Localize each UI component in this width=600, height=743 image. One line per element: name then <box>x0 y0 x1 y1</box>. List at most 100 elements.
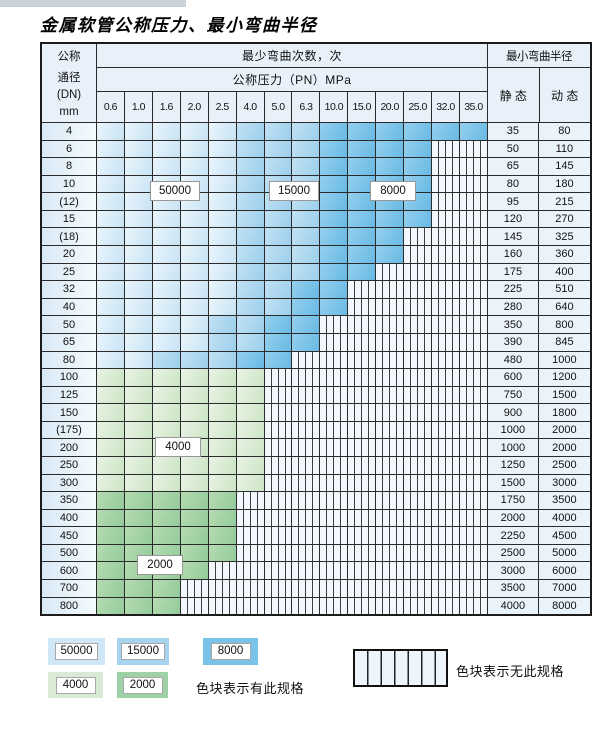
spec-table: 公称 通径 (DN) mm 最少弯曲次数，次 公称压力（PN）MPa 0.6 1.… <box>40 42 592 616</box>
no-spec-cell <box>236 544 265 562</box>
dynamic-radius-cell: 7000 <box>538 580 590 597</box>
no-spec-cell <box>404 439 433 456</box>
no-spec-cell <box>459 298 488 316</box>
no-spec-cell <box>320 492 349 509</box>
spec-cell <box>208 140 237 158</box>
no-spec-cell <box>404 386 433 404</box>
no-spec-cell <box>376 281 405 298</box>
no-spec-cell <box>320 369 349 386</box>
spec-cell <box>97 193 125 210</box>
no-spec-cell <box>432 263 460 281</box>
spec-cell <box>292 140 321 158</box>
spec-cell <box>152 228 181 246</box>
legend-chip-2000: 2000 <box>117 672 168 698</box>
no-spec-cell <box>348 298 377 316</box>
spec-cell <box>292 228 321 246</box>
no-spec-cell <box>432 210 460 228</box>
dn-header-line: 公称 <box>57 51 81 64</box>
dynamic-radius-cell: 325 <box>538 228 590 246</box>
no-spec-cell <box>348 333 377 351</box>
no-spec-cell <box>348 386 377 404</box>
static-radius-cell: 2250 <box>487 527 539 544</box>
no-spec-cell <box>404 421 433 439</box>
legend-chip-4000: 4000 <box>48 672 103 698</box>
static-radius-cell: 4000 <box>487 597 539 615</box>
pressure-col-6.3: 6.3 <box>292 92 321 122</box>
no-spec-cell <box>264 474 293 492</box>
no-spec-cell <box>292 456 321 474</box>
spec-cell <box>180 298 209 316</box>
spec-cell <box>404 123 433 140</box>
spec-cell <box>320 140 349 158</box>
no-spec-cell <box>376 509 405 527</box>
no-spec-cell <box>404 597 433 615</box>
no-spec-cell <box>348 544 377 562</box>
spec-cell <box>376 228 405 246</box>
spec-cell <box>124 246 153 263</box>
dynamic-radius-cell: 400 <box>538 263 590 281</box>
spec-cell <box>152 492 181 509</box>
no-spec-cell <box>404 316 433 333</box>
spec-cell <box>292 263 321 281</box>
spec-cell <box>348 228 377 246</box>
bend-cycles-section: 最少弯曲次数，次 公称压力（PN）MPa 0.6 1.0 1.6 2.0 2.5 4.0 5… <box>97 44 488 122</box>
no-spec-cell <box>320 456 349 474</box>
legend-has-spec-text: 色块表示有此规格 <box>196 681 305 696</box>
no-spec-cell <box>459 421 488 439</box>
dn-header-line: (DN) <box>56 89 82 102</box>
no-spec-cell <box>432 562 460 580</box>
label-2000: 2000 <box>137 555 183 575</box>
dynamic-radius-cell: 1200 <box>538 369 590 386</box>
table-row: 6 50 110 <box>42 140 590 159</box>
table-row: 400 2000 4000 <box>42 509 590 528</box>
spec-cell <box>208 228 237 246</box>
no-spec-cell <box>432 492 460 509</box>
no-spec-cell <box>264 562 293 580</box>
legend-chip-8000: 8000 <box>203 638 258 665</box>
no-spec-cell <box>459 369 488 386</box>
spec-cell <box>236 404 265 421</box>
no-spec-cell <box>376 544 405 562</box>
dynamic-radius-cell: 2500 <box>538 456 590 474</box>
spec-cell <box>124 175 153 193</box>
table-row: 300 1500 3000 <box>42 474 590 493</box>
dynamic-radius-cell: 180 <box>538 175 590 193</box>
no-spec-cell <box>432 580 460 597</box>
legend-no-spec-text: 色块表示无此规格 <box>456 664 565 679</box>
pressure-col-32.0: 32.0 <box>432 92 460 122</box>
pressure-title-header: 公称压力（PN）MPa <box>97 68 487 92</box>
spec-cell <box>236 158 265 175</box>
spec-cell <box>97 527 125 544</box>
spec-cell <box>292 298 321 316</box>
spec-cell <box>152 421 181 439</box>
no-spec-cell <box>348 474 377 492</box>
static-radius-cell: 390 <box>487 333 539 351</box>
no-spec-cell <box>264 456 293 474</box>
no-spec-cell <box>459 210 488 228</box>
spec-cell <box>208 316 237 333</box>
spec-cell <box>180 404 209 421</box>
spec-cell <box>208 474 237 492</box>
spec-cell <box>180 509 209 527</box>
spec-cell <box>320 246 349 263</box>
table-row: 250 1250 2500 <box>42 456 590 475</box>
spec-cell <box>236 439 265 456</box>
dynamic-radius-cell: 270 <box>538 210 590 228</box>
spec-cell <box>152 369 181 386</box>
no-spec-cell <box>404 509 433 527</box>
spec-cell <box>264 246 293 263</box>
pressure-col-2.5: 2.5 <box>209 92 237 122</box>
dn-cell: 400 <box>42 509 97 527</box>
static-radius-cell: 1000 <box>487 421 539 439</box>
spec-cell <box>236 193 265 210</box>
no-spec-cell <box>432 281 460 298</box>
no-spec-cell <box>404 369 433 386</box>
spec-cell <box>97 404 125 421</box>
spec-cell <box>264 333 293 351</box>
dn-cell: (18) <box>42 228 97 246</box>
dn-header-line: mm <box>59 105 79 118</box>
no-spec-cell <box>432 456 460 474</box>
no-spec-cell <box>320 404 349 421</box>
no-spec-cell <box>432 439 460 456</box>
dn-cell: 100 <box>42 369 97 386</box>
